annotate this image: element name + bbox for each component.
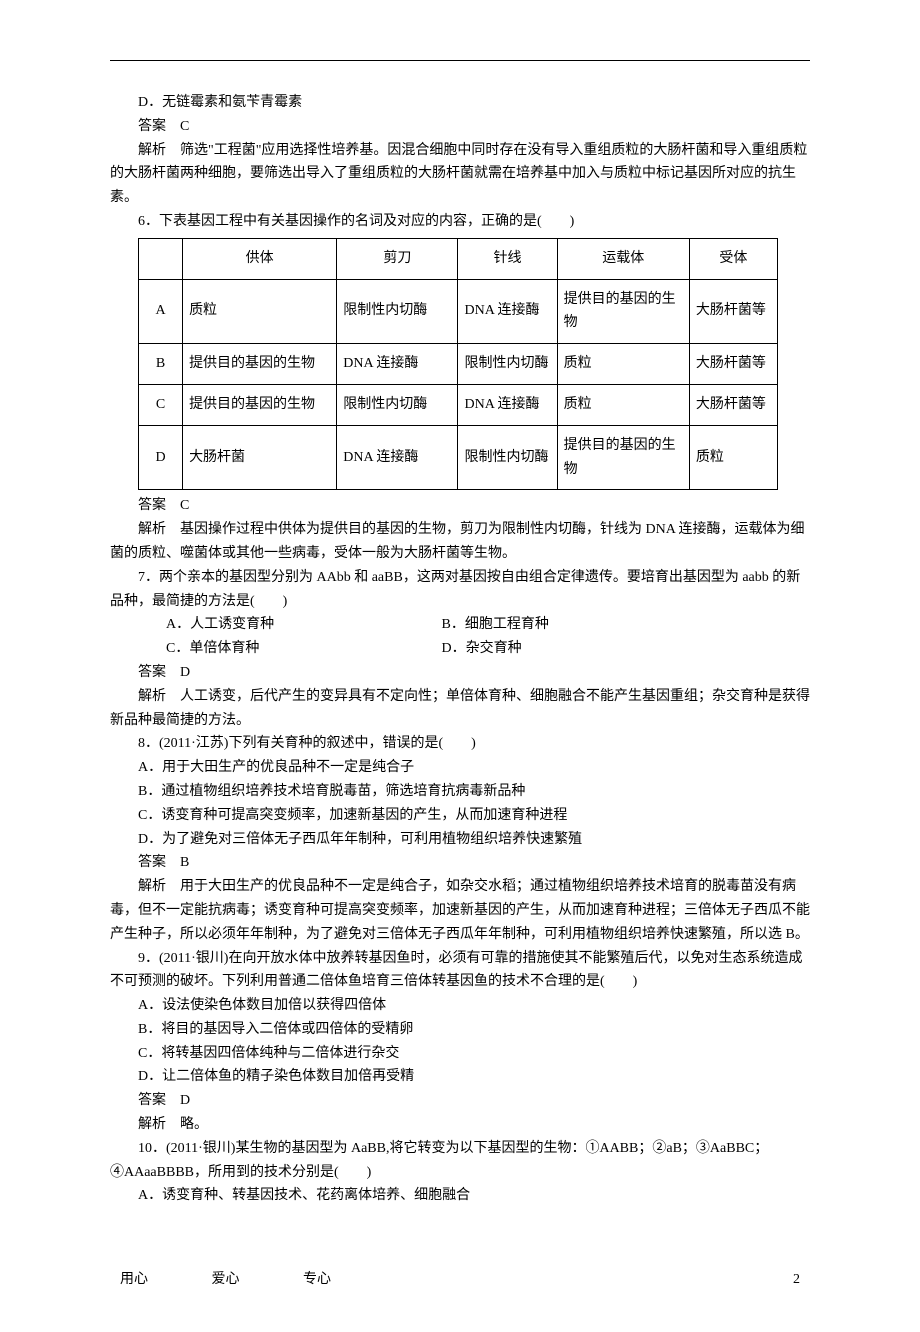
q6-stem: 6．下表基因工程中有关基因操作的名词及对应的内容，正确的是( ) (110, 210, 810, 234)
q8-option-c: C．诱变育种可提高突变频率，加速新基因的产生，从而加速育种进程 (110, 804, 810, 828)
q7-stem: 7．两个亲本的基因型分别为 AAbb 和 aaBB，这两对基因按自由组合定律遗传… (110, 566, 810, 614)
footer-motto-2: 爱心 (212, 1272, 240, 1287)
table-cell: C (139, 384, 183, 425)
table-cell: B (139, 344, 183, 385)
q9-option-d: D．让二倍体鱼的精子染色体数目加倍再受精 (110, 1065, 810, 1089)
table-cell: 大肠杆菌等 (689, 384, 777, 425)
footer-motto: 用心 爱心 专心 (120, 1268, 391, 1292)
q6-col-1: 供体 (183, 238, 337, 279)
q6-col-5: 受体 (689, 238, 777, 279)
q7-options-row1: A．人工诱变育种 B．细胞工程育种 (110, 613, 810, 637)
table-row: D大肠杆菌DNA 连接酶限制性内切酶提供目的基因的生物质粒 (139, 425, 778, 490)
q6-table: 供体 剪刀 针线 运载体 受体 A质粒限制性内切酶DNA 连接酶提供目的基因的生… (138, 238, 778, 491)
table-cell: 限制性内切酶 (337, 384, 458, 425)
table-cell: 提供目的基因的生物 (183, 384, 337, 425)
table-cell: D (139, 425, 183, 490)
table-cell: 限制性内切酶 (458, 425, 557, 490)
footer-motto-1: 用心 (120, 1272, 148, 1287)
q9-explanation: 解析 略。 (110, 1113, 810, 1137)
q7-option-d: D．杂交育种 (442, 641, 522, 656)
table-cell: 大肠杆菌等 (689, 279, 777, 344)
q8-stem: 8．(2011·江苏)下列有关育种的叙述中，错误的是( ) (110, 732, 810, 756)
table-cell: 限制性内切酶 (458, 344, 557, 385)
q9-option-b: B．将目的基因导入二倍体或四倍体的受精卵 (110, 1018, 810, 1042)
q9-answer: 答案 D (110, 1089, 810, 1113)
table-cell: 大肠杆菌 (183, 425, 337, 490)
q8-answer: 答案 B (110, 851, 810, 875)
table-row: A质粒限制性内切酶DNA 连接酶提供目的基因的生物大肠杆菌等 (139, 279, 778, 344)
table-cell: DNA 连接酶 (337, 344, 458, 385)
q9-stem: 9．(2011·银川)在向开放水体中放养转基因鱼时，必须有可靠的措施使其不能繁殖… (110, 947, 810, 995)
q9-option-a: A．设法使染色体数目加倍以获得四倍体 (110, 994, 810, 1018)
footer-motto-3: 专心 (303, 1272, 331, 1287)
q7-option-c: C．单倍体育种 (138, 637, 438, 661)
q6-col-2: 剪刀 (337, 238, 458, 279)
q6-explanation: 解析 基因操作过程中供体为提供目的基因的生物，剪刀为限制性内切酶，针线为 DNA… (110, 518, 810, 566)
table-cell: DNA 连接酶 (337, 425, 458, 490)
q5-option-d: D．无链霉素和氨苄青霉素 (110, 91, 810, 115)
q9-option-c: C．将转基因四倍体纯种与二倍体进行杂交 (110, 1042, 810, 1066)
table-cell: 提供目的基因的生物 (557, 279, 689, 344)
table-cell: DNA 连接酶 (458, 384, 557, 425)
q8-option-b: B．通过植物组织培养技术培育脱毒苗，筛选培育抗病毒新品种 (110, 780, 810, 804)
table-cell: 提供目的基因的生物 (557, 425, 689, 490)
q6-col-3: 针线 (458, 238, 557, 279)
q6-table-body: A质粒限制性内切酶DNA 连接酶提供目的基因的生物大肠杆菌等B提供目的基因的生物… (139, 279, 778, 490)
table-cell: 质粒 (689, 425, 777, 490)
table-cell: 质粒 (557, 344, 689, 385)
q6-col-4: 运载体 (557, 238, 689, 279)
page-footer: 用心 爱心 专心 2 (110, 1268, 810, 1292)
table-cell: 质粒 (557, 384, 689, 425)
table-row: B提供目的基因的生物DNA 连接酶限制性内切酶质粒大肠杆菌等 (139, 344, 778, 385)
top-horizontal-rule (110, 60, 810, 61)
q7-option-a: A．人工诱变育种 (138, 613, 438, 637)
table-cell: 限制性内切酶 (337, 279, 458, 344)
q7-answer: 答案 D (110, 661, 810, 685)
table-cell: 大肠杆菌等 (689, 344, 777, 385)
q5-explanation: 解析 筛选"工程菌"应用选择性培养基。因混合细胞中同时存在没有导入重组质粒的大肠… (110, 139, 810, 210)
q10-option-a: A．诱变育种、转基因技术、花药离体培养、细胞融合 (110, 1184, 810, 1208)
q10-stem: 10．(2011·银川)某生物的基因型为 AaBB,将它转变为以下基因型的生物：… (110, 1137, 810, 1185)
q5-answer: 答案 C (110, 115, 810, 139)
q6-col-0 (139, 238, 183, 279)
q8-option-d: D．为了避免对三倍体无子西瓜年年制种，可利用植物组织培养快速繁殖 (110, 828, 810, 852)
q8-explanation: 解析 用于大田生产的优良品种不一定是纯合子，如杂交水稻；通过植物组织培养技术培育… (110, 875, 810, 946)
q7-options-row2: C．单倍体育种 D．杂交育种 (110, 637, 810, 661)
table-cell: 质粒 (183, 279, 337, 344)
table-cell: 提供目的基因的生物 (183, 344, 337, 385)
table-row: C提供目的基因的生物限制性内切酶DNA 连接酶质粒大肠杆菌等 (139, 384, 778, 425)
q6-answer: 答案 C (110, 494, 810, 518)
q7-option-b: B．细胞工程育种 (442, 617, 549, 632)
table-cell: A (139, 279, 183, 344)
q7-explanation: 解析 人工诱变，后代产生的变异具有不定向性；单倍体育种、细胞融合不能产生基因重组… (110, 685, 810, 733)
table-cell: DNA 连接酶 (458, 279, 557, 344)
q8-option-a: A．用于大田生产的优良品种不一定是纯合子 (110, 756, 810, 780)
footer-page-number: 2 (793, 1268, 800, 1292)
